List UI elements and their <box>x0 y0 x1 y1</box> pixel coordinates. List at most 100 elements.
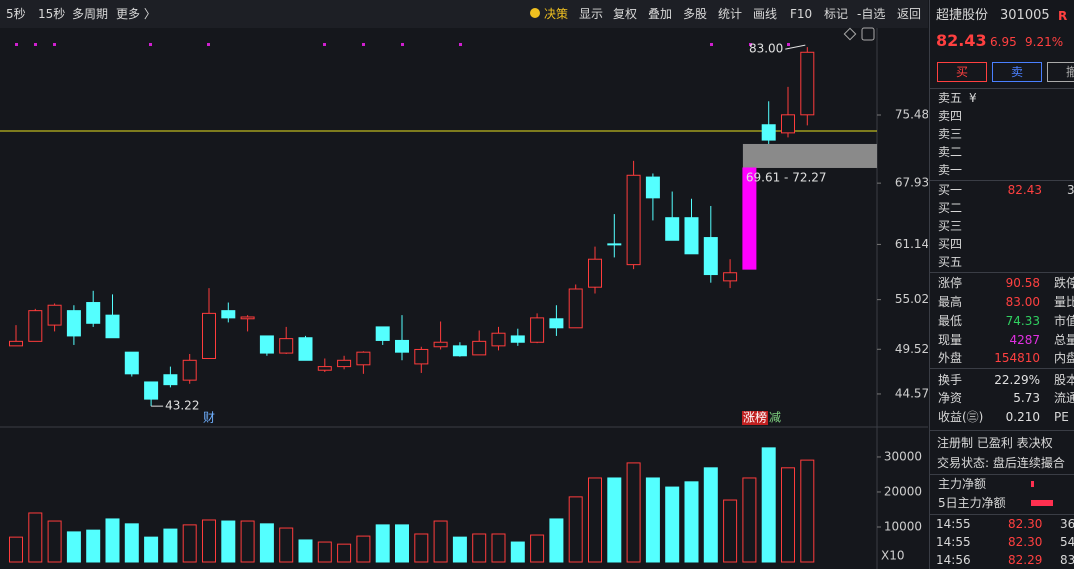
candle-body <box>491 332 506 347</box>
candle-body <box>105 314 120 339</box>
trade-time: 14:55 <box>936 535 971 549</box>
toolbar-button[interactable]: 标记 <box>824 7 849 21</box>
candle <box>9 325 23 347</box>
volume-bar <box>47 520 62 563</box>
candle-body <box>66 310 81 337</box>
candle-body <box>124 351 139 375</box>
candle <box>761 101 776 144</box>
volume-bar <box>645 477 660 563</box>
toolbar-button[interactable]: 决策 <box>544 7 569 21</box>
candle <box>800 47 815 126</box>
currency: ¥ <box>969 91 977 105</box>
settings-icon[interactable] <box>861 27 875 41</box>
candle-body <box>549 318 564 329</box>
trade-price: 82.29 <box>1008 553 1043 567</box>
candle <box>684 198 699 255</box>
stat-label: 量比 <box>1054 295 1074 309</box>
stat-value: 22.29% <box>994 373 1040 387</box>
toolbar-button[interactable]: 画线 <box>753 7 778 21</box>
toolbar-button[interactable]: 多股 <box>683 7 708 21</box>
flow-bar <box>1031 500 1053 506</box>
candle-body <box>530 317 545 343</box>
candle <box>182 353 197 384</box>
buy-level: 买四 <box>938 237 963 251</box>
candle <box>298 335 313 361</box>
volume-bar <box>279 527 294 563</box>
y-tick-label: 20000 <box>884 484 922 498</box>
trade-button[interactable]: 买 <box>937 62 987 82</box>
volume-bar <box>723 499 738 563</box>
volume-bar <box>568 496 583 563</box>
stat-label: 内盘 <box>1054 351 1074 365</box>
candle-body <box>202 312 216 359</box>
candle-body <box>510 335 525 343</box>
separator <box>930 514 1074 515</box>
toolbar-button[interactable]: -自选 <box>857 7 886 21</box>
volume-bar <box>472 533 487 563</box>
candle <box>337 355 352 370</box>
stat-label: 股本 <box>1054 373 1074 387</box>
trade-status: 交易状态: 盘后连续撮合 <box>937 456 1065 470</box>
buy1-price: 82.43 <box>1007 183 1042 197</box>
stat-label: 外盘 <box>938 351 963 365</box>
candle <box>510 328 525 346</box>
candle <box>781 86 795 138</box>
toolbar-item[interactable]: 更多 〉 <box>116 7 156 21</box>
trade-volume: 83 <box>1060 553 1074 567</box>
candle <box>259 335 274 356</box>
y-tick-label: 67.93 <box>895 176 928 190</box>
candle-body <box>375 326 390 341</box>
diamond-icon[interactable] <box>843 27 857 41</box>
tags: 注册制 已盈利 表决权 <box>937 436 1053 450</box>
volume-bar <box>626 462 641 563</box>
y-tick-label: 10000 <box>884 519 922 533</box>
buy-level: 买五 <box>938 255 963 269</box>
toolbar-button[interactable]: 返回 <box>897 7 922 21</box>
candle-body <box>742 167 757 270</box>
candle-body <box>9 340 23 347</box>
volume-bar <box>800 459 815 563</box>
toolbar-button[interactable]: 叠加 <box>648 7 673 21</box>
volume-bar <box>414 533 429 563</box>
toolbar-button[interactable]: 统计 <box>718 7 743 21</box>
candle-body <box>781 114 795 134</box>
candle-body <box>163 374 178 386</box>
candle <box>124 351 139 377</box>
volume-bar <box>510 541 525 563</box>
candle <box>221 302 236 323</box>
stat-label: 市值 <box>1054 314 1074 328</box>
candle <box>568 284 583 329</box>
volume-bar <box>703 467 718 563</box>
toolbar-item[interactable]: 15秒 <box>38 7 66 21</box>
trade-button[interactable]: 卖 <box>992 62 1042 82</box>
volume-bar <box>549 518 564 563</box>
candle <box>395 315 409 361</box>
toolbar-button[interactable]: F10 <box>790 7 813 21</box>
stat-value: 4287 <box>1009 333 1040 347</box>
separator <box>930 430 1074 431</box>
candle <box>105 294 120 339</box>
change-pct: 9.21% <box>1025 35 1064 49</box>
candle <box>66 305 81 345</box>
candle <box>645 173 660 221</box>
toolbar-button[interactable]: 复权 <box>613 7 638 21</box>
volume-bar <box>530 534 545 563</box>
candle <box>665 191 680 241</box>
toolbar-item[interactable]: 5秒 <box>6 7 26 21</box>
quote-panel: 超捷股份301005R82.436.959.21%买卖撤卖五卖四卖三卖二卖一¥买… <box>929 0 1074 569</box>
volume-bar <box>781 467 795 563</box>
toolbar-item[interactable]: 多周期 <box>72 7 109 21</box>
toolbar-button[interactable]: 显示 <box>579 7 604 21</box>
candle-body <box>259 335 274 354</box>
flow-bar <box>1031 481 1034 487</box>
candle-body <box>240 316 255 320</box>
volume-bar <box>317 541 332 563</box>
candle-body <box>607 243 622 246</box>
candle <box>723 259 738 289</box>
trade-button[interactable]: 撤 <box>1047 62 1074 82</box>
separator <box>930 368 1074 369</box>
limit-tag-bg <box>742 411 768 425</box>
y-tick-label: 75.48 <box>895 107 928 121</box>
candle-body <box>337 359 352 368</box>
